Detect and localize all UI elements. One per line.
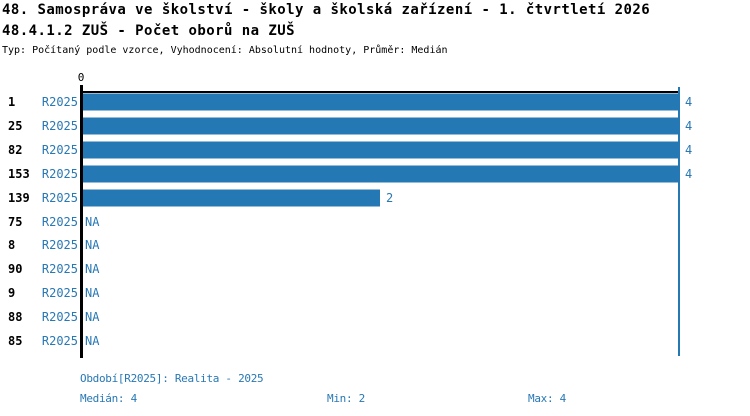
row-period-label: R2025 (41, 166, 78, 181)
row-period-label: R2025 (41, 286, 78, 301)
max-reference-line (678, 87, 680, 356)
row-id-label: 25 (8, 118, 23, 133)
bar-value-label: 4 (685, 142, 693, 157)
row-period-label: R2025 (41, 310, 78, 325)
bar-value-label: 4 (685, 166, 693, 181)
row-id-label: 1 (8, 95, 16, 109)
row-id-label: 9 (8, 286, 16, 301)
page-subtitle-indicator: 48.4.1.2 ZUŠ - Počet oborů na ZUŠ (2, 23, 295, 39)
footer-median-stat: Medián: 4 (80, 392, 137, 405)
value-bar (83, 93, 679, 111)
x-axis-line (80, 91, 680, 93)
chart-row: 88 R2025 NA (0, 305, 750, 329)
na-value-label: NA (85, 286, 100, 301)
value-bar (83, 189, 380, 207)
row-id-label: 88 (8, 310, 23, 325)
row-id-label: 153 (8, 166, 30, 181)
chart-row: 1 R2025 4 (0, 90, 750, 114)
row-period-label: R2025 (41, 118, 78, 133)
na-value-label: NA (85, 238, 100, 253)
row-id-label: 75 (8, 214, 23, 229)
value-bar (83, 141, 679, 159)
chart-row: 90 R2025 NA (0, 257, 750, 281)
row-period-label: R2025 (41, 95, 78, 109)
chart-row: 85 R2025 NA (0, 329, 750, 353)
na-value-label: NA (85, 310, 100, 325)
row-period-label: R2025 (41, 214, 78, 229)
footer-min-stat: Min: 2 (327, 392, 365, 405)
chart-row: 25 R2025 4 (0, 114, 750, 138)
value-bar (83, 165, 679, 183)
footer-max-stat: Max: 4 (528, 392, 566, 405)
footer-period-info: Období[R2025]: Realita - 2025 (80, 372, 264, 385)
row-id-label: 82 (8, 142, 23, 157)
row-id-label: 90 (8, 262, 23, 277)
row-period-label: R2025 (41, 190, 78, 205)
value-bar (83, 117, 679, 135)
x-axis-tick-label-zero: 0 (77, 71, 85, 84)
row-id-label: 139 (8, 190, 30, 205)
chart-row: 139 R2025 2 (0, 186, 750, 210)
na-value-label: NA (85, 262, 100, 277)
bar-value-label: 4 (685, 118, 693, 133)
chart-meta-line: Typ: Počítaný podle vzorce, Vyhodnocení:… (2, 45, 448, 56)
row-id-label: 85 (8, 334, 23, 348)
bar-value-label: 2 (386, 190, 394, 205)
row-period-label: R2025 (41, 334, 78, 348)
row-period-label: R2025 (41, 238, 78, 253)
chart-row: 9 R2025 NA (0, 281, 750, 305)
na-value-label: NA (85, 214, 100, 229)
chart-row: 82 R2025 4 (0, 138, 750, 162)
row-period-label: R2025 (41, 262, 78, 277)
chart-row: 153 R2025 4 (0, 162, 750, 186)
row-id-label: 8 (8, 238, 16, 253)
na-value-label: NA (85, 334, 100, 348)
row-period-label: R2025 (41, 142, 78, 157)
page-title: 48. Samospráva ve školství - školy a ško… (2, 2, 651, 18)
chart-row: 8 R2025 NA (0, 233, 750, 257)
bar-value-label: 4 (685, 95, 693, 109)
y-axis-line (80, 85, 83, 358)
chart-row: 75 R2025 NA (0, 210, 750, 234)
